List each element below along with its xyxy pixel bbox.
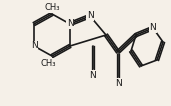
- Text: N: N: [87, 11, 93, 20]
- Text: N: N: [90, 70, 96, 80]
- Text: CH₃: CH₃: [44, 3, 60, 13]
- Text: CH₃: CH₃: [40, 59, 56, 68]
- Text: N: N: [150, 24, 156, 33]
- Text: N: N: [115, 79, 121, 87]
- Text: N: N: [31, 42, 37, 50]
- Text: N: N: [67, 20, 73, 29]
